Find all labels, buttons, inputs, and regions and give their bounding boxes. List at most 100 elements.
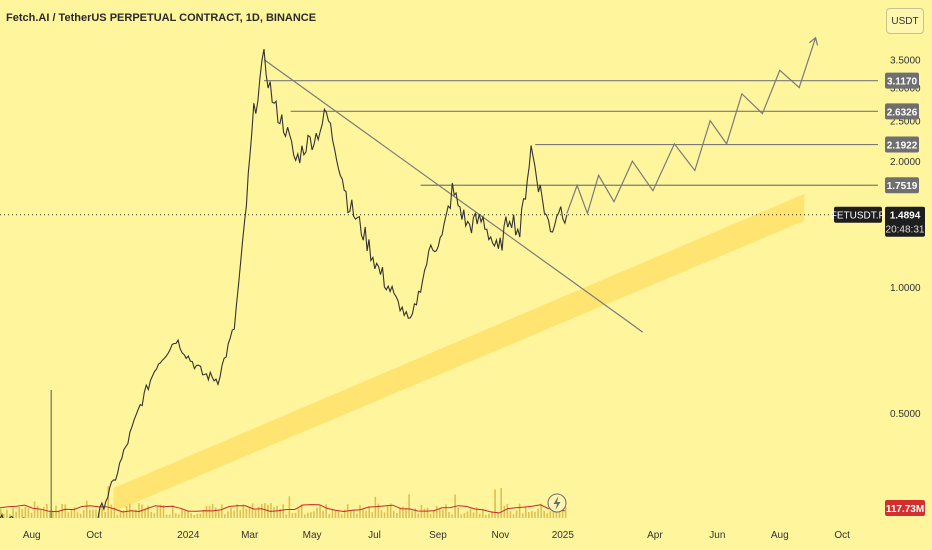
- volume-bar: [414, 508, 417, 518]
- volume-bar: [27, 508, 30, 518]
- channel-band[interactable]: [113, 193, 805, 512]
- volume-bar: [165, 514, 168, 518]
- volume-bar: [528, 512, 530, 518]
- level-badge-text: 3.1170: [887, 77, 917, 88]
- volume-bar: [389, 503, 392, 518]
- projection-path[interactable]: [566, 36, 819, 216]
- volume-bar: [257, 506, 260, 518]
- volume-bar: [285, 514, 288, 518]
- volume-bar: [472, 512, 475, 518]
- volume-bar: [174, 513, 177, 518]
- volume-bars: [0, 390, 567, 518]
- volume-bar: [451, 514, 453, 518]
- volume-ma-line: [0, 504, 566, 514]
- countdown-text: 20:48:31: [886, 225, 925, 236]
- volume-bar: [411, 510, 413, 518]
- volume-bar: [405, 507, 407, 518]
- volume-bar: [208, 506, 211, 518]
- volume-bar: [463, 513, 466, 518]
- volume-bar: [233, 510, 235, 518]
- volume-bar: [67, 512, 70, 518]
- projection-arrowhead: [809, 36, 819, 46]
- volume-bar: [110, 504, 113, 518]
- volume-bar: [178, 514, 180, 518]
- volume-bar: [104, 511, 106, 518]
- level-badge: [885, 136, 919, 153]
- volume-bar: [30, 512, 33, 518]
- volume-bar: [429, 513, 432, 518]
- volume-bar: [515, 510, 518, 518]
- volume-bar: [512, 514, 515, 518]
- volume-bar: [125, 506, 128, 518]
- volume-bar: [9, 514, 11, 518]
- volume-bar: [171, 505, 174, 518]
- volume-bar: [485, 514, 487, 518]
- volume-bar: [217, 510, 220, 518]
- lightning-icon[interactable]: [547, 493, 567, 513]
- volume-bar: [319, 505, 321, 518]
- volume-bar: [79, 513, 82, 518]
- volume-bar: [168, 514, 171, 518]
- x-tick-label: Aug: [771, 530, 789, 541]
- y-tick-label: 2.0000: [890, 157, 921, 168]
- volume-bar: [92, 509, 94, 518]
- volume-bar: [552, 511, 555, 518]
- volume-bar: [245, 509, 248, 518]
- trendline[interactable]: [263, 59, 643, 333]
- volume-bar: [264, 503, 266, 518]
- volume-bar: [42, 506, 45, 518]
- volume-bar: [221, 504, 223, 518]
- volume-bar: [162, 505, 165, 518]
- volume-bar: [73, 507, 76, 518]
- volume-badge: [885, 500, 925, 516]
- volume-bar: [3, 513, 5, 518]
- level-badge-text: 2.1922: [887, 141, 918, 152]
- volume-bar: [58, 510, 60, 518]
- volume-bar: [466, 511, 469, 518]
- volume-bar: [377, 503, 380, 518]
- volume-bar: [288, 496, 291, 518]
- volume-badge-text: 117.73M: [886, 504, 924, 515]
- volume-bar: [76, 512, 79, 518]
- volume-bar: [15, 511, 17, 518]
- volume-bar: [107, 486, 110, 518]
- volume-bar: [383, 512, 386, 518]
- y-tick-label: 3.0000: [890, 84, 921, 95]
- volume-bar: [82, 510, 85, 518]
- volume-bar: [481, 509, 484, 518]
- y-tick-label: 0.5000: [890, 409, 921, 420]
- volume-bar: [417, 513, 420, 518]
- volume-bar: [254, 510, 257, 518]
- volume-bar: [478, 513, 481, 518]
- volume-bar: [353, 510, 355, 518]
- uptrend-channel[interactable]: [113, 193, 805, 512]
- x-tick-label: Oct: [86, 530, 102, 541]
- volume-bar: [561, 508, 564, 518]
- volume-bar: [371, 512, 374, 518]
- volume-bar: [457, 507, 460, 518]
- price-axis-panel[interactable]: [878, 0, 932, 550]
- volume-bar: [331, 509, 334, 518]
- volume-bar: [159, 504, 162, 518]
- level-badge-text: 1.7519: [887, 181, 918, 192]
- volume-bar: [181, 509, 183, 518]
- volume-bar: [190, 513, 192, 518]
- projection-line[interactable]: [566, 37, 817, 216]
- x-tick-label: 2025: [552, 530, 575, 541]
- volume-bar: [334, 510, 337, 518]
- volume-bar: [227, 511, 229, 518]
- x-axis: Aug Oct 2024 Mar May Jul Sep Nov 2025 Apr Jun Aug Oc…: [23, 530, 850, 541]
- volume-bar: [276, 505, 278, 518]
- volume-bar: [291, 513, 294, 518]
- time-axis-panel[interactable]: [0, 518, 878, 550]
- volume-bar: [540, 503, 542, 518]
- downtrend-line[interactable]: [263, 59, 643, 333]
- volume-bar: [64, 504, 67, 518]
- currency-unit-button[interactable]: USDT: [886, 8, 924, 34]
- volume-bar: [531, 511, 533, 518]
- x-tick-label: Aug: [23, 530, 41, 541]
- volume-bar: [491, 511, 493, 518]
- volume-bar: [239, 509, 242, 518]
- volume-bar: [39, 509, 42, 518]
